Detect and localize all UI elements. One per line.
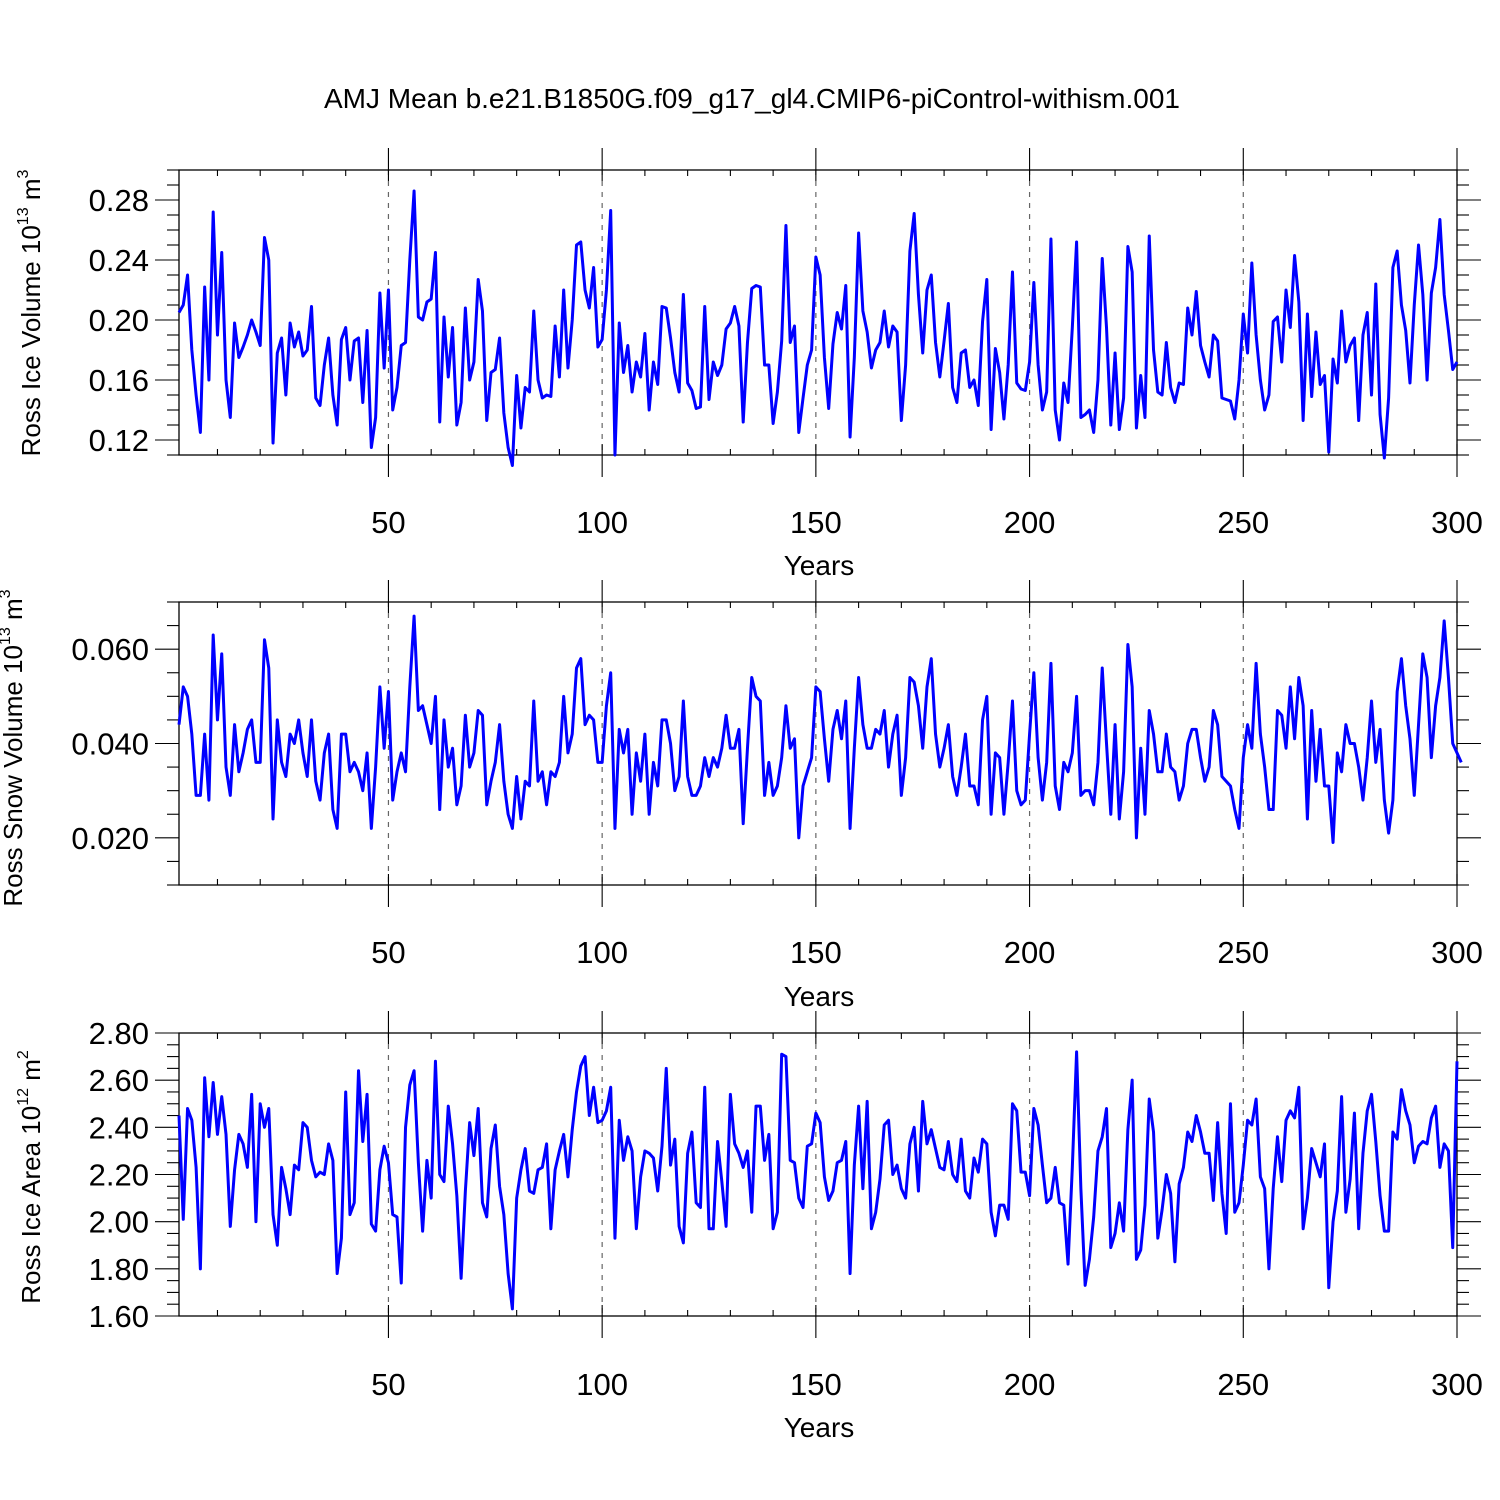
y-tick-label: 0.040 <box>71 727 149 762</box>
y-tick-label: 0.28 <box>89 183 149 218</box>
y-tick-label: 2.60 <box>89 1063 149 1098</box>
y-tick-label: 1.60 <box>89 1299 149 1334</box>
y-tick-label: 2.00 <box>89 1205 149 1240</box>
x-axis-label: Years <box>784 1412 855 1443</box>
x-tick-label: 200 <box>1004 1367 1056 1402</box>
plot-frame <box>178 1032 1458 1317</box>
x-tick-label: 300 <box>1431 505 1483 540</box>
x-tick-label: 200 <box>1004 505 1056 540</box>
series-line <box>177 614 1463 845</box>
y-tick-label: 0.020 <box>71 821 149 856</box>
x-tick-label: 300 <box>1431 1367 1483 1402</box>
x-tick-label: 150 <box>790 505 842 540</box>
x-tick-label: 50 <box>371 935 405 970</box>
y-tick-label: 0.060 <box>71 632 149 667</box>
y-tick-label: 2.20 <box>89 1158 149 1193</box>
x-tick-label: 250 <box>1217 935 1269 970</box>
y-tick-label: 0.20 <box>89 303 149 338</box>
x-tick-label: 300 <box>1431 935 1483 970</box>
x-tick-label: 250 <box>1217 505 1269 540</box>
x-tick-label: 250 <box>1217 1367 1269 1402</box>
x-axis-label: Years <box>784 981 855 1012</box>
x-tick-label: 200 <box>1004 935 1056 970</box>
x-tick-label: 150 <box>790 1367 842 1402</box>
panel-3: 1.60 1.80 2.00 2.20 2.40 2.60 2.80 50 100 150 200 2… <box>15 1011 1483 1443</box>
figure-title: AMJ Mean b.e21.B1850G.f09_g17_gl4.CMIP6-… <box>324 83 1180 114</box>
x-tick-label: 50 <box>371 505 405 540</box>
x-tick-label: 100 <box>576 1367 628 1402</box>
y-axis-label: Ross Snow Volume 1013 m3 <box>0 589 28 906</box>
y-tick-label: 2.40 <box>89 1110 149 1145</box>
panel-1: 0.12 0.16 0.20 0.24 0.28 50 100 150 200 250 300 Yea… <box>15 148 1483 581</box>
y-tick-label: 1.80 <box>89 1252 149 1287</box>
panel-2: 0.020 0.040 0.060 50 100 150 200 250 300 Years Ros… <box>0 580 1483 1012</box>
x-tick-label: 150 <box>790 935 842 970</box>
y-tick-label: 0.24 <box>89 243 149 278</box>
y-axis-label: Ross Ice Area 1012 m2 <box>15 1050 46 1304</box>
x-tick-label: 100 <box>576 505 628 540</box>
y-tick-label: 0.12 <box>89 423 149 458</box>
plot-frame <box>178 601 1458 886</box>
series-line <box>177 1050 1459 1311</box>
x-tick-label: 100 <box>576 935 628 970</box>
series-line <box>177 189 1459 467</box>
y-axis-label: Ross Ice Volume 1013 m3 <box>15 169 46 456</box>
x-tick-label: 50 <box>371 1367 405 1402</box>
y-tick-label: 0.16 <box>89 363 149 398</box>
x-axis-label: Years <box>784 550 855 581</box>
y-tick-label: 2.80 <box>89 1016 149 1051</box>
